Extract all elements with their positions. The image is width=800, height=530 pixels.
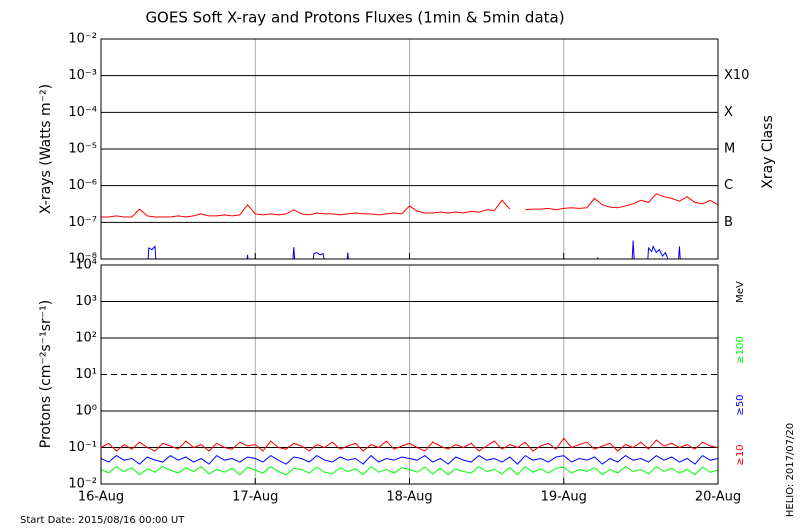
series-line	[101, 465, 718, 476]
footer: Start Date: 2015/08/16 00:00 UT	[20, 515, 185, 526]
x-tick-label: 16-Aug	[78, 490, 124, 505]
y-tick-label: 10¹	[75, 367, 97, 382]
unit-label: MeV	[735, 281, 746, 303]
series-line	[101, 193, 718, 218]
y-tick-label: 10⁻⁵	[68, 142, 97, 157]
series-line	[101, 454, 718, 465]
class-label: X10	[724, 68, 749, 83]
y-tick-label: 10⁻⁴	[68, 105, 97, 120]
x-tick-label: 19-Aug	[541, 490, 587, 505]
series-line	[147, 240, 681, 259]
series-line	[101, 437, 718, 452]
class-label: X	[724, 105, 733, 120]
y-tick-label: 10⁻⁸	[68, 252, 97, 267]
legend-label: ≥100	[735, 336, 746, 363]
chart-title: GOES Soft X-ray and Protons Fluxes (1min…	[145, 9, 564, 27]
class-label: M	[724, 142, 735, 157]
y2-axis-label: Xray Class	[760, 115, 776, 189]
series-group	[101, 437, 718, 476]
y-tick-label: 10⁻⁷	[68, 215, 97, 230]
y-tick-label: 10²	[75, 331, 97, 346]
y-tick-label: 10⁻²	[68, 477, 97, 492]
series-group	[101, 193, 718, 259]
x-tick-label: 20-Aug	[695, 490, 741, 505]
y-tick-label: 10⁻¹	[68, 440, 97, 455]
legend-label: ≥50	[735, 394, 746, 415]
y-tick-label: 10⁻²	[68, 32, 97, 47]
y-tick-label: 10³	[75, 294, 97, 309]
y-tick-label: 10⁻⁶	[68, 178, 97, 193]
x-tick-label: 17-Aug	[232, 490, 278, 505]
x-tick-label: 18-Aug	[386, 490, 432, 505]
y-axis-label: X-rays (Watts m⁻²)	[38, 84, 54, 214]
legend-label: ≥10	[735, 444, 746, 465]
y-tick-label: 10⁰	[75, 404, 97, 419]
class-label: B	[724, 215, 733, 230]
credit: HELIO: 2017/07/20	[785, 423, 796, 517]
plot-frame	[100, 38, 719, 260]
y-axis-label: Protons (cm⁻²s⁻¹sr⁻¹)	[38, 300, 54, 449]
class-label: C	[724, 178, 733, 193]
y-tick-label: 10⁴	[75, 258, 97, 273]
y-tick-label: 10⁻³	[68, 68, 97, 83]
plot-frame	[100, 264, 719, 485]
